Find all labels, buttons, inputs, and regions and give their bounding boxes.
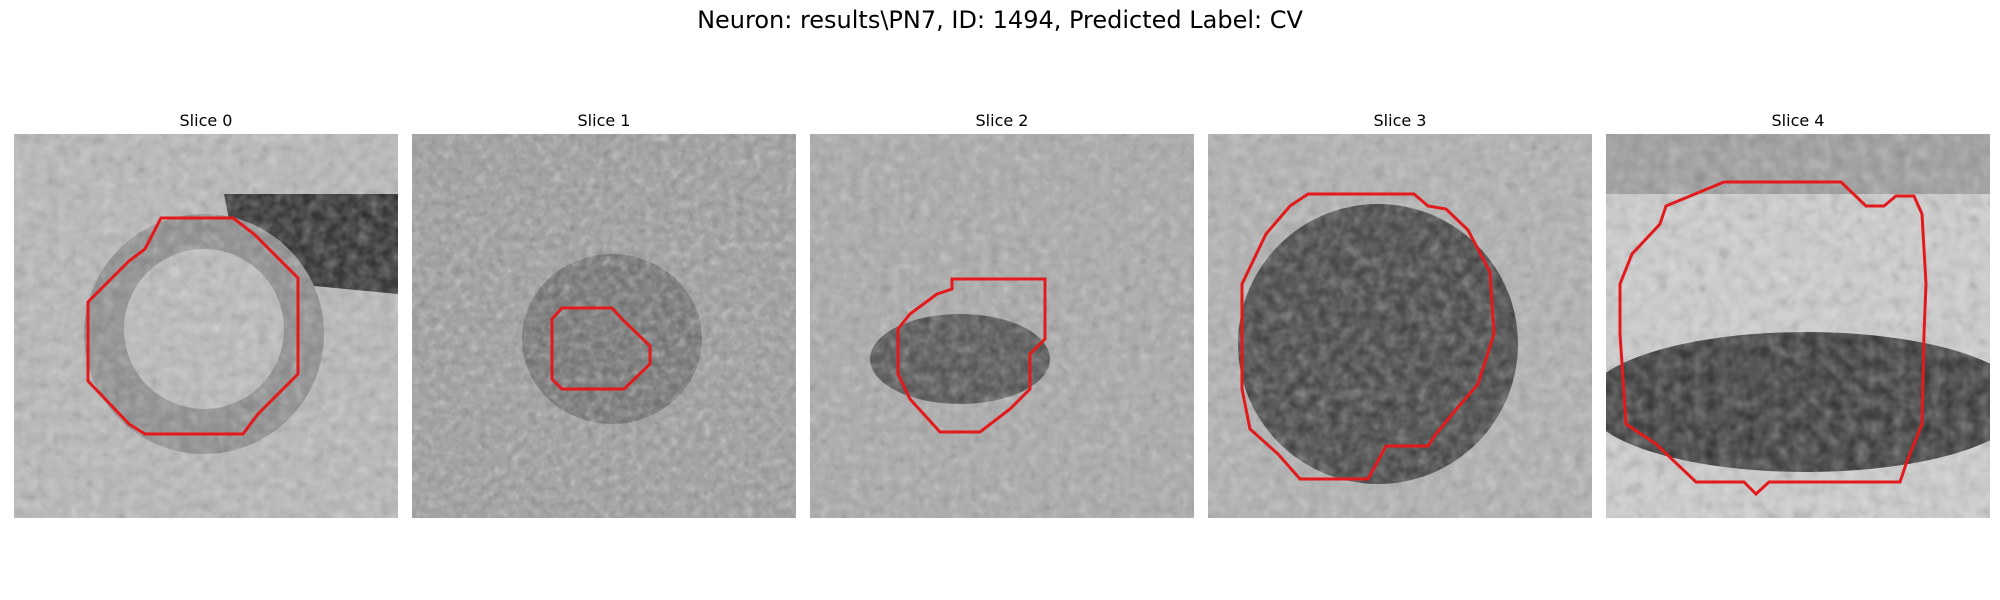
slice-title: Slice 3 [1373,111,1427,130]
slice-image [14,134,398,518]
slice-panel-1: Slice 1 [412,108,796,518]
slice-panel-2: Slice 2 [810,108,1194,518]
slice-image [412,134,796,518]
slice-title: Slice 2 [975,111,1029,130]
roi-contour [1618,180,1928,497]
slice-title: Slice 4 [1771,111,1825,130]
slice-panel-4: Slice 4 [1606,108,1990,518]
slice-title: Slice 0 [179,111,233,130]
slice-image [810,134,1194,518]
roi-contour [86,216,300,436]
slice-image [1606,134,1990,518]
roi-contour [896,277,1047,434]
roi-contour [1240,192,1496,481]
slice-title: Slice 1 [577,111,631,130]
roi-contour [550,306,652,391]
slice-panel-3: Slice 3 [1208,108,1592,518]
slice-image [1208,134,1592,518]
figure-title: Neuron: results\PN7, ID: 1494, Predicted… [697,6,1303,34]
slice-panel-0: Slice 0 [14,108,398,518]
